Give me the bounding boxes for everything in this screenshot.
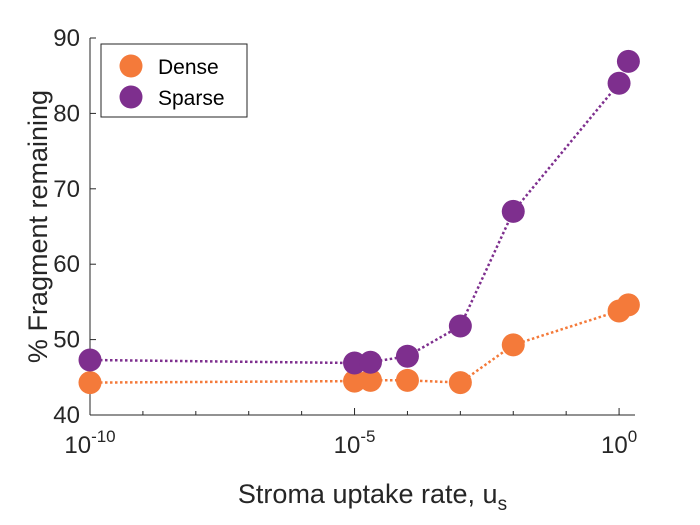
legend-marker-sparse [119,85,143,109]
x-tick-label-base: 10 [334,432,361,459]
x-axis-label: Stroma uptake rate, us [238,479,507,515]
y-axis-label: % Fragment remaining [23,90,53,363]
data-point-sparse [501,199,525,223]
x-tick-label: 10-10 [64,427,115,459]
y-tick-label: 70 [53,176,80,203]
y-tick-label: 90 [53,25,80,52]
x-tick-label-base: 10 [64,432,91,459]
legend: Dense Sparse [100,43,248,118]
legend-label-dense: Dense [158,56,219,79]
x-axis-label-main: Stroma uptake rate, u [238,479,498,509]
data-point-sparse [607,71,631,95]
x-tick-label-exponent: -10 [91,427,116,446]
data-point-sparse [616,49,640,73]
y-tick-label: 50 [53,327,80,354]
data-point-sparse [448,314,472,338]
y-tick-label: 60 [53,251,80,278]
x-tick-label: 10-5 [334,427,376,459]
data-point-sparse [395,344,419,368]
series-sparse [78,49,640,375]
x-tick-label: 100 [601,427,637,459]
data-point-sparse [358,350,382,374]
data-point-dense [358,368,382,392]
legend-label-sparse: Sparse [158,87,225,110]
data-point-dense [448,371,472,395]
x-tick-label-exponent: -5 [360,427,375,446]
data-point-dense [395,368,419,392]
x-tick-label-exponent: 0 [628,427,637,446]
x-axis-label-subscript: s [498,494,508,515]
data-point-dense [501,333,525,357]
series-dense [78,293,640,395]
series-layer [78,49,640,395]
y-tick-label: 40 [53,402,80,429]
data-point-sparse [78,348,102,372]
legend-marker-dense [119,54,143,78]
y-tick-label: 80 [53,100,80,127]
x-tick-label-base: 10 [601,432,628,459]
data-point-dense [78,371,102,395]
data-point-dense [616,293,640,317]
